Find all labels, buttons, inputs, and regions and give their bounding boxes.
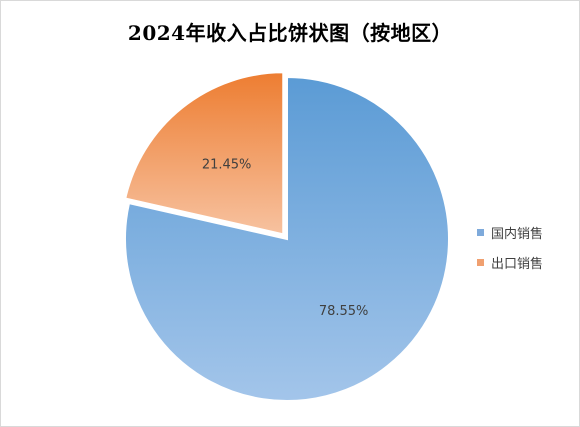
legend: 国内销售 出口销售 xyxy=(477,223,543,283)
data-label-export: 21.45% xyxy=(202,157,252,172)
legend-swatch-export xyxy=(477,258,484,266)
legend-label-domestic: 国内销售 xyxy=(491,226,544,242)
data-label-domestic: 78.55% xyxy=(319,304,369,319)
legend-label-export: 出口销售 xyxy=(491,256,544,272)
pie-slice-domestic xyxy=(124,75,450,402)
legend-item-domestic: 国内销售 xyxy=(477,223,544,242)
legend-item-export: 出口销售 xyxy=(477,253,544,272)
legend-swatch-domestic xyxy=(477,228,484,236)
chart-title: 2024年收入占比饼状图（按地区） xyxy=(127,21,453,45)
pie-slice-export xyxy=(124,71,285,236)
